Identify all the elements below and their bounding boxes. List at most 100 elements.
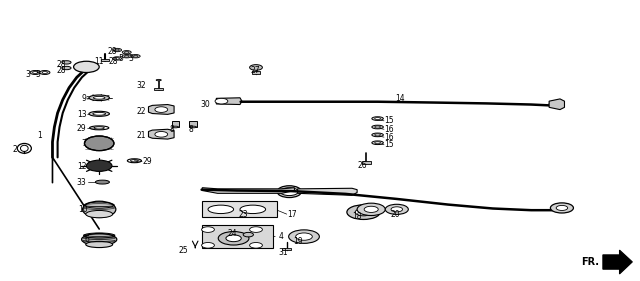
Circle shape bbox=[296, 233, 312, 240]
Text: 2: 2 bbox=[13, 145, 17, 154]
Ellipse shape bbox=[42, 72, 47, 73]
Text: 29: 29 bbox=[142, 157, 152, 166]
Text: 8: 8 bbox=[170, 125, 174, 134]
Bar bbox=[252, 71, 260, 74]
Ellipse shape bbox=[124, 51, 129, 53]
Circle shape bbox=[226, 235, 241, 242]
Ellipse shape bbox=[82, 234, 117, 245]
Text: 4: 4 bbox=[278, 232, 284, 241]
Ellipse shape bbox=[95, 180, 109, 184]
Polygon shape bbox=[202, 188, 294, 193]
Text: 15: 15 bbox=[384, 140, 394, 149]
Circle shape bbox=[347, 205, 380, 219]
Text: 10: 10 bbox=[79, 205, 88, 214]
Ellipse shape bbox=[62, 61, 71, 64]
Ellipse shape bbox=[122, 55, 131, 58]
Ellipse shape bbox=[30, 71, 40, 74]
Polygon shape bbox=[216, 98, 242, 105]
Circle shape bbox=[391, 207, 403, 212]
Text: 5: 5 bbox=[118, 54, 124, 63]
Circle shape bbox=[550, 203, 573, 213]
Text: 9: 9 bbox=[81, 94, 86, 103]
Ellipse shape bbox=[86, 241, 113, 248]
Polygon shape bbox=[148, 105, 174, 114]
Circle shape bbox=[202, 243, 214, 248]
Circle shape bbox=[357, 203, 385, 216]
Text: 22: 22 bbox=[136, 107, 146, 116]
Circle shape bbox=[250, 227, 262, 232]
Bar bbox=[101, 59, 109, 61]
Circle shape bbox=[86, 160, 112, 171]
Text: 11: 11 bbox=[94, 57, 104, 66]
Ellipse shape bbox=[62, 66, 71, 70]
Text: 28: 28 bbox=[108, 47, 117, 56]
Text: 14: 14 bbox=[396, 94, 405, 103]
Text: 31: 31 bbox=[278, 248, 288, 257]
Circle shape bbox=[549, 101, 564, 107]
Ellipse shape bbox=[93, 96, 105, 99]
Text: 29: 29 bbox=[77, 124, 86, 133]
Text: 24: 24 bbox=[227, 229, 237, 238]
Circle shape bbox=[250, 243, 262, 248]
Ellipse shape bbox=[375, 126, 380, 128]
Text: 28: 28 bbox=[109, 57, 118, 66]
Circle shape bbox=[289, 230, 319, 243]
Text: 13: 13 bbox=[77, 110, 86, 119]
Ellipse shape bbox=[86, 210, 113, 218]
Text: 17: 17 bbox=[287, 210, 296, 219]
Text: 20: 20 bbox=[390, 210, 400, 219]
Polygon shape bbox=[603, 250, 632, 274]
Bar bbox=[362, 161, 371, 164]
Text: 3: 3 bbox=[128, 54, 133, 63]
Ellipse shape bbox=[33, 72, 38, 73]
Ellipse shape bbox=[131, 55, 140, 58]
Circle shape bbox=[202, 227, 214, 232]
Ellipse shape bbox=[208, 205, 234, 214]
Bar bbox=[154, 88, 163, 90]
Text: 21: 21 bbox=[136, 131, 146, 140]
Circle shape bbox=[355, 209, 372, 216]
Ellipse shape bbox=[240, 205, 266, 214]
Text: 28: 28 bbox=[56, 60, 66, 69]
Ellipse shape bbox=[83, 201, 116, 217]
Ellipse shape bbox=[115, 58, 120, 59]
Ellipse shape bbox=[375, 134, 380, 136]
Ellipse shape bbox=[372, 133, 383, 137]
Circle shape bbox=[215, 98, 228, 104]
Text: 12: 12 bbox=[77, 162, 86, 171]
Ellipse shape bbox=[172, 126, 179, 128]
Text: 28: 28 bbox=[56, 66, 66, 75]
Text: 5: 5 bbox=[35, 70, 40, 79]
Text: FR.: FR. bbox=[581, 257, 599, 267]
Ellipse shape bbox=[89, 111, 109, 116]
Text: 32: 32 bbox=[136, 81, 146, 90]
Bar bbox=[282, 248, 291, 250]
Text: 30: 30 bbox=[200, 100, 210, 109]
Bar bbox=[189, 121, 197, 127]
Text: 16: 16 bbox=[384, 125, 394, 134]
Circle shape bbox=[155, 107, 168, 112]
Bar bbox=[202, 225, 273, 248]
Polygon shape bbox=[298, 188, 357, 195]
Ellipse shape bbox=[40, 71, 50, 74]
Circle shape bbox=[243, 232, 253, 237]
Ellipse shape bbox=[115, 49, 120, 51]
Ellipse shape bbox=[372, 117, 383, 121]
Ellipse shape bbox=[375, 142, 380, 144]
Ellipse shape bbox=[156, 80, 161, 81]
Text: 6: 6 bbox=[84, 235, 90, 244]
Circle shape bbox=[74, 61, 99, 72]
Text: 19: 19 bbox=[293, 237, 303, 246]
Ellipse shape bbox=[375, 118, 380, 120]
Circle shape bbox=[385, 204, 408, 214]
Text: 7: 7 bbox=[81, 139, 86, 148]
Circle shape bbox=[280, 188, 298, 196]
Bar bbox=[172, 121, 179, 127]
Ellipse shape bbox=[89, 95, 109, 101]
Text: 26: 26 bbox=[357, 161, 367, 170]
Text: 16: 16 bbox=[384, 133, 394, 142]
Ellipse shape bbox=[124, 55, 129, 57]
Circle shape bbox=[364, 206, 378, 212]
Bar bbox=[202, 201, 277, 217]
Polygon shape bbox=[549, 99, 564, 110]
